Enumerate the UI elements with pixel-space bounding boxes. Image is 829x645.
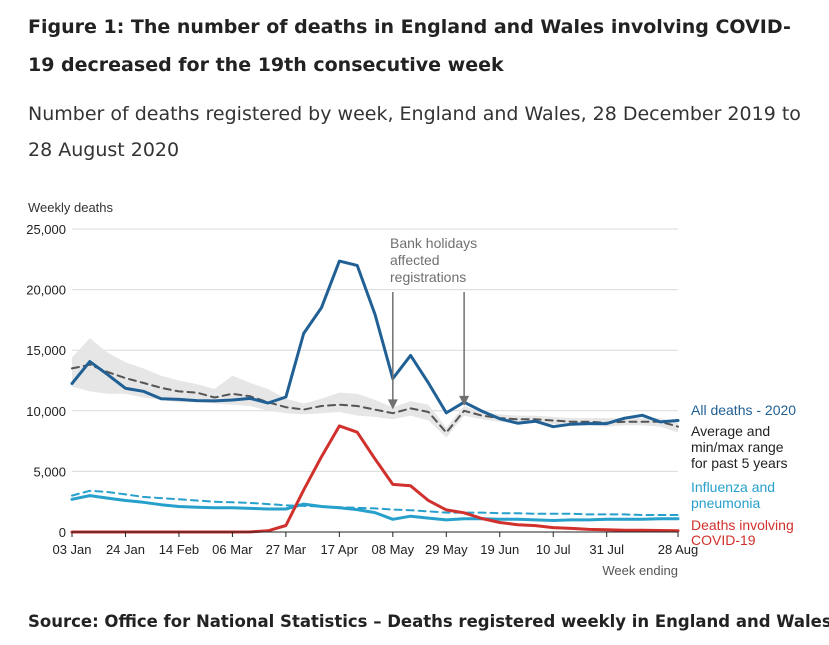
legend-influenza: Influenza and (691, 479, 775, 495)
x-tick-label: 29 May (425, 542, 468, 557)
legend-average: min/max range (691, 439, 784, 455)
annotation-text: registrations (390, 269, 466, 285)
annotation-text: affected (390, 252, 440, 268)
legend-all-deaths: All deaths - 2020 (691, 402, 796, 418)
legend-covid: COVID-19 (691, 532, 756, 548)
legend-covid: Deaths involving (691, 517, 794, 533)
y-tick-label: 25,000 (26, 222, 66, 237)
axes: 0 5,000 10,000 15,000 20,000 25,000 Weekly dea… (26, 200, 698, 578)
y-tick-label: 10,000 (26, 404, 66, 419)
x-tick-label: 19 Jun (480, 542, 519, 557)
min-max-range-band (72, 338, 678, 438)
gridlines (72, 228, 678, 472)
source-note: Source: Office for National Statistics –… (28, 612, 829, 631)
annotation-text: Bank holidays (390, 235, 477, 251)
series-line-covid (70, 424, 680, 534)
series-line-all_deaths (70, 259, 680, 429)
x-tick-label: 08 May (372, 542, 415, 557)
chart-subtitle: Number of deaths registered by week, Eng… (28, 103, 801, 161)
legend-average: for past 5 years (691, 455, 788, 471)
x-tick-label: 10 Jul (536, 542, 571, 557)
range-band (72, 338, 678, 438)
legend-influenza: pneumonia (691, 495, 760, 511)
series-line-average-average (71, 363, 679, 434)
x-tick-label: 17 Apr (321, 542, 359, 557)
series-line-influenza (70, 494, 680, 522)
x-tick-label: 31 Jul (589, 542, 624, 557)
x-tick-label: 27 Mar (266, 542, 307, 557)
y-tick-label: 15,000 (26, 343, 66, 358)
y-tick-label: 20,000 (26, 283, 66, 298)
x-tick-label: 28 Aug (658, 542, 699, 557)
x-tick-label: 06 Mar (212, 542, 253, 557)
series-line-influenza-average (71, 489, 679, 516)
x-axis-label: Week ending (602, 563, 678, 578)
x-tick-label: 24 Jan (106, 542, 145, 557)
annotation-arrow-head (387, 399, 398, 410)
y-tick-label: 0 (59, 525, 66, 540)
y-tick-label: 5,000 (33, 464, 66, 479)
annotation-arrow-head (459, 395, 470, 406)
x-tick-label: 14 Feb (159, 542, 199, 557)
x-tick-label: 03 Jan (52, 542, 91, 557)
legend-average: Average and (691, 423, 770, 439)
chart-title: Figure 1: The number of deaths in Englan… (28, 16, 791, 76)
y-axis-label: Weekly deaths (28, 200, 114, 215)
